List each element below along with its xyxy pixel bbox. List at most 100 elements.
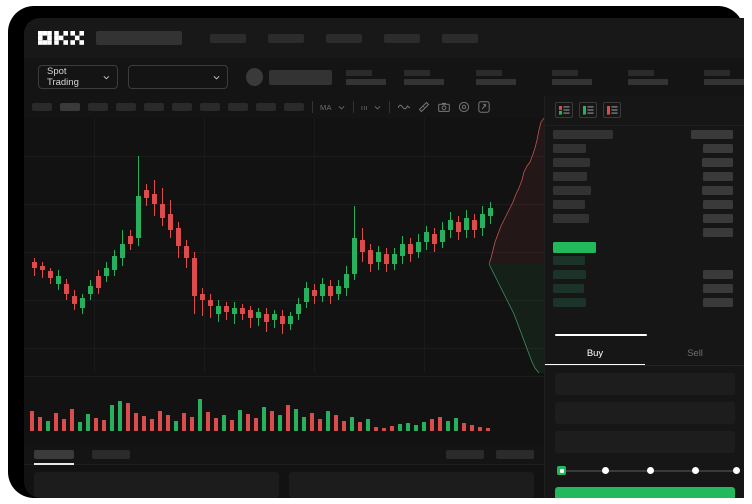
orderbook-row[interactable] (553, 158, 737, 172)
orderbook-row[interactable] (553, 228, 737, 242)
total-input[interactable] (555, 431, 735, 453)
volume-bar (214, 418, 218, 431)
slider-handle-0[interactable] (557, 466, 566, 475)
orderbook-view-both-icon[interactable] (555, 102, 573, 118)
volume-bar (430, 419, 434, 431)
volume-bar (142, 416, 146, 431)
amount-input[interactable] (555, 402, 735, 424)
orderbook-price-bar (553, 256, 585, 265)
orderbook-row[interactable] (553, 242, 737, 256)
stat-label (628, 69, 654, 76)
volume-bar (126, 403, 130, 431)
bottom-tab-1[interactable] (34, 449, 74, 465)
amount-percent-slider[interactable] (557, 465, 740, 477)
fullscreen-icon[interactable] (478, 101, 490, 113)
ruler-icon[interactable] (418, 101, 430, 113)
interval-button-3[interactable] (88, 103, 108, 111)
orderbook-price-bar (553, 270, 586, 279)
line-chart-icon[interactable] (398, 101, 411, 113)
chevron-down-icon[interactable] (338, 104, 345, 111)
volume-bar (102, 420, 106, 431)
orderbook-row[interactable] (553, 200, 737, 214)
order-form-fields (545, 366, 744, 453)
camera-icon[interactable] (438, 101, 450, 113)
volume-bar (166, 415, 170, 431)
slider-dot-75[interactable] (692, 467, 699, 474)
orderbook-size-bar (703, 228, 733, 237)
spot-trading-dropdown[interactable]: Spot Trading (38, 65, 119, 89)
interval-button-8[interactable] (228, 103, 248, 111)
submit-order-button[interactable] (555, 487, 735, 498)
tab-sell[interactable]: Sell (687, 348, 703, 359)
orderbook-row[interactable] (553, 130, 737, 144)
orderbook-row[interactable] (553, 284, 737, 298)
orderbook-row[interactable] (553, 298, 737, 312)
market-stat (404, 69, 444, 85)
orderbook-price-bar (553, 214, 589, 223)
interval-button-2[interactable] (60, 103, 80, 111)
okx-logo[interactable] (38, 31, 84, 45)
ma-indicator-label[interactable]: MA (320, 102, 332, 112)
volume-bar (158, 411, 162, 431)
interval-button-1[interactable] (32, 103, 52, 111)
orderbook-scrollbar[interactable] (555, 334, 647, 336)
settings-gear-icon[interactable] (458, 101, 470, 113)
volume-chart[interactable] (24, 376, 544, 445)
interval-button-5[interactable] (144, 103, 164, 111)
orderbook-view-asks-icon[interactable] (603, 102, 621, 118)
orderbook-row[interactable] (553, 186, 737, 200)
slider-dot-100[interactable] (733, 467, 740, 474)
orderbook-size-bar (703, 284, 733, 293)
bottom-action-1[interactable] (446, 449, 484, 459)
volume-bar (366, 419, 370, 431)
nav-item-4[interactable] (384, 33, 420, 43)
bottom-action-2[interactable] (496, 449, 534, 459)
volume-bar (30, 411, 34, 431)
toolbar-divider (312, 101, 313, 113)
trading-pair-select[interactable] (128, 65, 229, 89)
market-sub-header: Spot Trading (24, 58, 744, 96)
interval-button-9[interactable] (256, 103, 276, 111)
volume-bar (174, 421, 178, 431)
bottom-tab-2[interactable] (92, 449, 130, 459)
orderbook-row[interactable] (553, 256, 737, 270)
interval-button-10[interactable] (284, 103, 304, 111)
orderbook-row[interactable] (553, 270, 737, 284)
orderbook-row[interactable] (553, 214, 737, 228)
orderbook-view-toggles (545, 96, 744, 124)
bottom-panel-left[interactable] (34, 472, 279, 498)
interval-button-6[interactable] (172, 103, 192, 111)
stat-label (552, 69, 578, 76)
orderbook-row[interactable] (553, 144, 737, 158)
nav-item-2[interactable] (268, 33, 304, 43)
indicator-label[interactable]: ııı (360, 102, 369, 112)
order-form-tabs: Buy Sell (545, 342, 744, 366)
nav-item-5[interactable] (442, 33, 478, 43)
volume-bar (374, 427, 378, 431)
volume-bar (254, 418, 258, 431)
volume-bar (478, 427, 482, 431)
app-screen: Spot Trading (24, 18, 744, 498)
nav-item-3[interactable] (326, 33, 362, 43)
orderbook-price-bar (553, 130, 613, 139)
nav-title-placeholder (96, 31, 182, 45)
volume-bar (342, 421, 346, 431)
orderbook-size-bar (703, 270, 733, 279)
orderbook-price-bar (553, 298, 586, 307)
orderbook-rows[interactable] (545, 130, 744, 330)
interval-button-7[interactable] (200, 103, 220, 111)
stat-label (404, 69, 430, 76)
slider-dot-25[interactable] (602, 467, 609, 474)
chevron-down-icon[interactable] (374, 104, 381, 111)
orderbook-view-bids-icon[interactable] (579, 102, 597, 118)
bottom-panel-right[interactable] (289, 472, 534, 498)
volume-bar (62, 419, 66, 431)
interval-button-4[interactable] (116, 103, 136, 111)
candlestick-chart[interactable] (24, 118, 544, 373)
slider-dot-50[interactable] (647, 467, 654, 474)
orderbook-price-bar (553, 200, 585, 209)
nav-item-1[interactable] (210, 33, 246, 43)
orderbook-row[interactable] (553, 172, 737, 186)
tab-buy[interactable]: Buy (545, 342, 645, 365)
price-input[interactable] (555, 373, 735, 395)
